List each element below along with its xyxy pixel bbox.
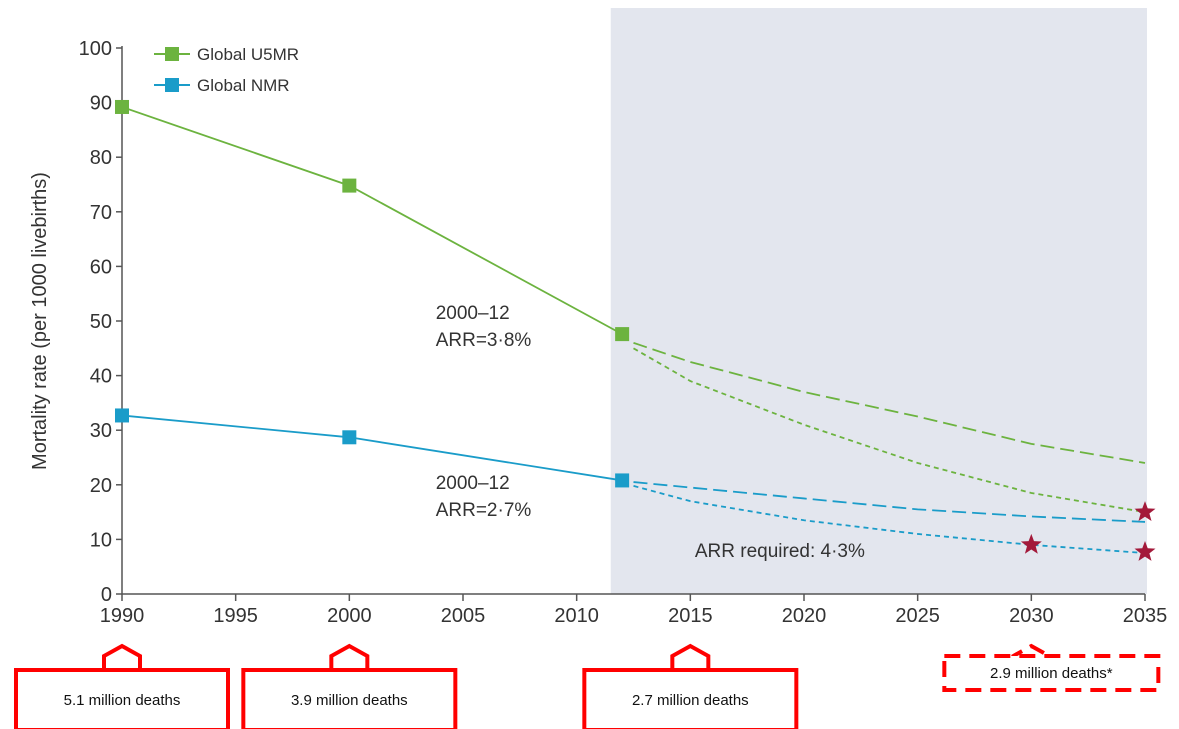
series-point	[342, 178, 357, 193]
y-tick-label: 80	[90, 147, 112, 169]
annotation: ARR required: 4·3%	[695, 541, 865, 562]
series-line-observed	[121, 106, 623, 335]
target-star	[1134, 541, 1156, 561]
callout-box	[241, 668, 458, 729]
series-line-projection-short	[633, 485, 1146, 554]
y-tick-label: 0	[101, 584, 112, 606]
target-star	[1020, 533, 1042, 554]
y-tick-label: 10	[90, 529, 112, 551]
callout-label: 3.9 million deaths	[291, 692, 408, 709]
callout-arrow	[102, 643, 142, 670]
annotation: 2000–12 ARR=2·7%	[436, 473, 532, 521]
x-tick-label: 2020	[782, 605, 827, 627]
x-tick-label: 2000	[327, 605, 372, 627]
projection-shade	[610, 8, 1147, 594]
callout-arrow	[670, 643, 711, 670]
series-line-projection-short	[633, 347, 1146, 513]
y-tick-label: 60	[90, 256, 112, 278]
series-point	[615, 473, 630, 488]
x-tick-label: 1990	[100, 605, 145, 627]
annotation: 2000–12 ARR=3·8%	[436, 303, 532, 351]
series-line-projection-long	[633, 481, 1146, 523]
series-line-projection-long	[633, 341, 1146, 464]
y-tick-label: 70	[90, 202, 112, 224]
x-tick-label: 2005	[441, 605, 486, 627]
x-tick-label: 2030	[1009, 605, 1054, 627]
callout-box	[14, 668, 230, 729]
y-axis-title: Mortality rate (per 1000 livebirths)	[29, 172, 51, 470]
callout-box	[942, 654, 1161, 692]
y-tick-label: 100	[79, 38, 112, 60]
series-line-observed	[121, 414, 623, 482]
x-tick-label: 2035	[1123, 605, 1168, 627]
series-point	[115, 408, 129, 423]
series-point	[115, 99, 129, 114]
y-tick-label: 40	[90, 366, 112, 388]
series-point	[342, 430, 357, 445]
y-tick-label: 20	[90, 475, 112, 497]
y-tick-label: 50	[90, 311, 112, 333]
callout-label: 2.9 million deaths*	[990, 665, 1113, 682]
legend-marker	[165, 78, 179, 92]
legend-label: Global U5MR	[197, 45, 299, 64]
callout-arrow	[329, 643, 370, 670]
x-tick-label: 2025	[895, 605, 940, 627]
callout-box	[582, 668, 799, 729]
x-tick-label: 1995	[213, 605, 258, 627]
legend-marker	[165, 47, 179, 61]
y-tick-label: 90	[90, 93, 112, 115]
callout-label: 2.7 million deaths	[632, 692, 749, 709]
y-tick-label: 30	[90, 420, 112, 442]
x-tick-label: 2015	[668, 605, 713, 627]
target-star	[1134, 501, 1156, 521]
callout-label: 5.1 million deaths	[64, 692, 181, 709]
series-point	[615, 327, 630, 342]
x-tick-label: 2010	[554, 605, 599, 627]
legend-label: Global NMR	[197, 76, 290, 95]
